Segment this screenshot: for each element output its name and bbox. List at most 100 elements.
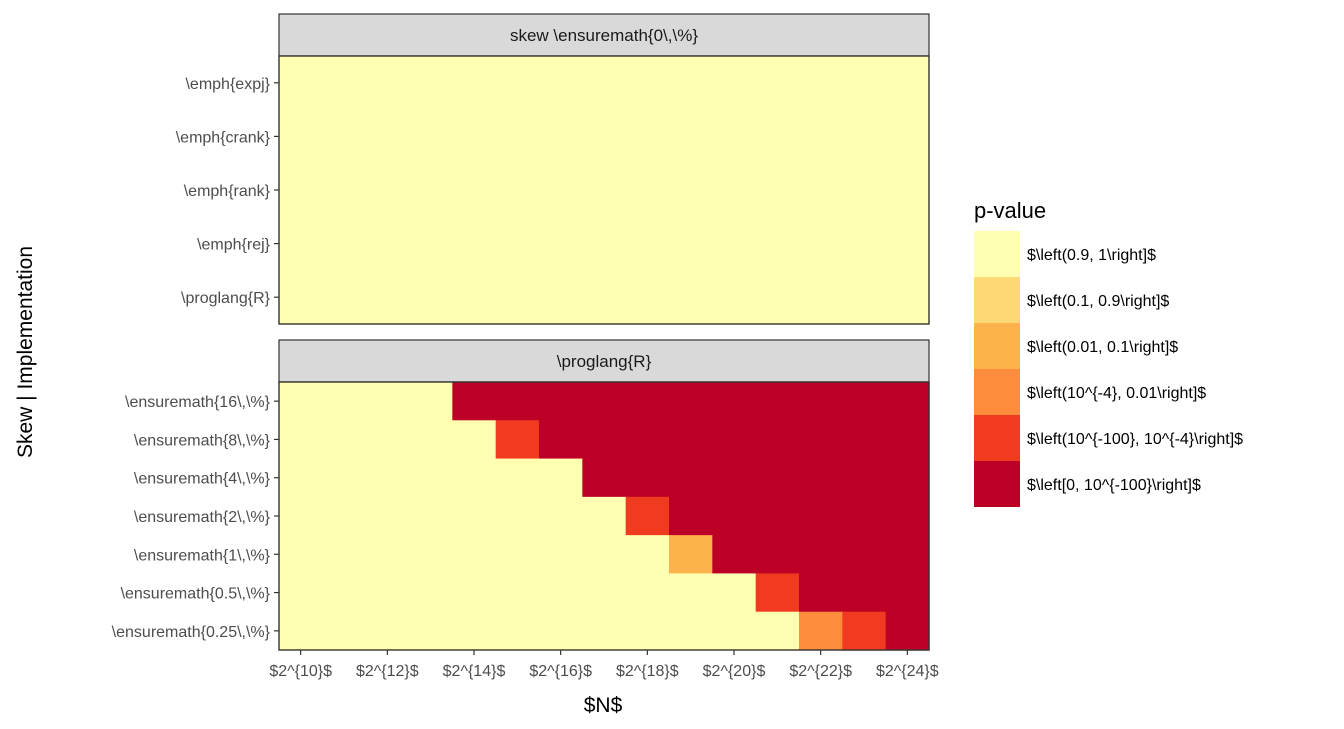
- y-tick-label: \ensuremath{1\,\%}: [134, 547, 271, 564]
- y-tick-label: \ensuremath{0.5\,\%}: [121, 586, 271, 603]
- heatmap-cell: [495, 420, 540, 460]
- legend-key: [974, 323, 1020, 369]
- heatmap-cell: [755, 270, 800, 325]
- heatmap-cell: [495, 382, 540, 421]
- heatmap-cell: [322, 535, 367, 575]
- heatmap-cell: [365, 270, 410, 325]
- heatmap-cell: [495, 163, 540, 218]
- heatmap-cell: [452, 458, 497, 498]
- heatmap-cell: [625, 56, 670, 111]
- heatmap-cell: [712, 56, 757, 111]
- heatmap-cell: [669, 56, 713, 111]
- heatmap-cell: [842, 535, 887, 575]
- heatmap-cell: [409, 420, 453, 460]
- heatmap-cell: [365, 611, 410, 651]
- heatmap-cell: [279, 611, 323, 651]
- heatmap-cell: [539, 109, 583, 164]
- heatmap-cell: [669, 458, 713, 498]
- facet-panel: \proglang{R} \ensuremath{16\,\%} \ensurema…: [112, 339, 930, 651]
- heatmap-cell: [755, 573, 800, 613]
- heatmap-cell: [582, 270, 627, 325]
- heatmap-cell: [712, 163, 757, 218]
- heatmap-cell: [452, 611, 497, 651]
- heatmap-cell: [842, 573, 887, 613]
- legend-label: $\left(0.1, 0.9\right]$: [1027, 293, 1169, 310]
- x-tick-label: $2^{22}$: [789, 663, 852, 680]
- heatmap-cell: [625, 535, 670, 575]
- panels-layer: skew \ensuremath{0\,\%} \emph{expj} \emph{…: [112, 13, 930, 651]
- heatmap-cell: [279, 56, 323, 111]
- heatmap-cell: [755, 611, 800, 651]
- heatmap-cell: [409, 56, 453, 111]
- heatmap-cell: [842, 458, 887, 498]
- heatmap-cell: [495, 458, 540, 498]
- y-tick-label: \ensuremath{4\,\%}: [134, 471, 271, 488]
- heatmap-cell: [625, 573, 670, 613]
- heatmap-cell: [539, 216, 583, 271]
- heatmap-cell: [712, 109, 757, 164]
- heatmap-cell: [409, 216, 453, 271]
- heatmap-cell: [625, 216, 670, 271]
- legend-label: $\left(0.9, 1\right]$: [1027, 247, 1156, 264]
- heatmap-cell: [452, 56, 497, 111]
- panel-border: [278, 381, 930, 651]
- heatmap-cell: [582, 109, 627, 164]
- heatmap-cell: [322, 163, 367, 218]
- heatmap-cell: [755, 382, 800, 421]
- heatmap-cell: [712, 270, 757, 325]
- heatmap-cell: [885, 270, 930, 325]
- heatmap-cell: [669, 270, 713, 325]
- heatmap-cell: [842, 496, 887, 536]
- y-tick-label: \ensuremath{16\,\%}: [125, 394, 271, 411]
- heatmap-cell: [842, 216, 887, 271]
- heatmap-cell: [755, 535, 800, 575]
- heatmap-cell: [669, 496, 713, 536]
- heatmap-cell: [625, 420, 670, 460]
- y-tick-label: \proglang{R}: [181, 290, 271, 307]
- heatmap-cell: [625, 270, 670, 325]
- heatmap-cell: [539, 496, 583, 536]
- heatmap-cell: [799, 56, 843, 111]
- heatmap-cell: [322, 420, 367, 460]
- x-axis: $2^{10}$ $2^{12}$ $2^{14}$ $2^{16}$ $2^{18}$…: [269, 650, 939, 680]
- heatmap-cell: [365, 109, 410, 164]
- heatmap-cell: [669, 573, 713, 613]
- heatmap-cell: [669, 611, 713, 651]
- heatmap-cell: [409, 611, 453, 651]
- legend-label: $\left(10^{-4}, 0.01\right]$: [1027, 385, 1206, 402]
- heatmap-cell: [452, 535, 497, 575]
- heatmap-cell: [365, 163, 410, 218]
- heatmap-cell: [322, 496, 367, 536]
- heatmap-cell: [539, 458, 583, 498]
- heatmap-cell: [842, 163, 887, 218]
- heatmap-cell: [365, 573, 410, 613]
- heatmap-cell: [322, 573, 367, 613]
- heatmap-cell: [539, 573, 583, 613]
- heatmap-cell: [712, 458, 757, 498]
- heatmap-cell: [279, 109, 323, 164]
- heatmap-cell: [365, 382, 410, 421]
- heatmap-cell: [539, 56, 583, 111]
- heatmap-cell: [582, 573, 627, 613]
- heatmap-cell: [409, 270, 453, 325]
- heatmap-cell: [669, 109, 713, 164]
- legend-key: [974, 415, 1020, 461]
- heatmap-cell: [539, 611, 583, 651]
- heatmap-cell: [322, 458, 367, 498]
- heatmap-cell: [885, 611, 930, 651]
- y-tick-label: \ensuremath{0.25\,\%}: [112, 624, 271, 641]
- heatmap-cell: [799, 420, 843, 460]
- heatmap-cell: [279, 216, 323, 271]
- heatmap-cell: [885, 420, 930, 460]
- heatmap-cell: [452, 496, 497, 536]
- heatmap-cell: [625, 458, 670, 498]
- heatmap-cell: [322, 216, 367, 271]
- heatmap-cell: [365, 56, 410, 111]
- heatmap-cell: [669, 163, 713, 218]
- legend-label: $\left(10^{-100}, 10^{-4}\right]$: [1027, 431, 1243, 448]
- heatmap-cell: [755, 56, 800, 111]
- heatmap-cell: [885, 458, 930, 498]
- heatmap-cell: [539, 382, 583, 421]
- heatmap-cell: [452, 573, 497, 613]
